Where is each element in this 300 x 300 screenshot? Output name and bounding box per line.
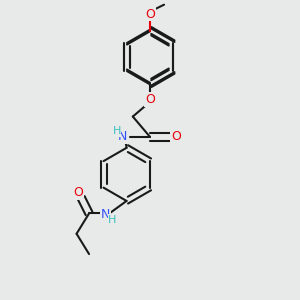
Text: N: N xyxy=(101,208,110,220)
Text: O: O xyxy=(171,130,181,143)
Text: H: H xyxy=(112,126,121,136)
Text: N: N xyxy=(118,130,128,143)
Text: O: O xyxy=(145,8,155,21)
Text: O: O xyxy=(73,186,83,199)
Text: O: O xyxy=(145,93,155,106)
Text: H: H xyxy=(108,215,117,225)
